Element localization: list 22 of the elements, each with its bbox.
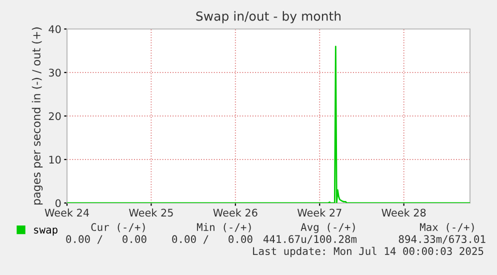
- chart-title: Swap in/out - by month: [196, 11, 341, 24]
- x-tick-label: Week 26: [213, 208, 258, 217]
- text: 0.00 / 0.00: [66, 235, 146, 244]
- text: Avg (-/+): [300, 222, 355, 234]
- y-tick-label: 10: [49, 156, 61, 164]
- y-axis-title: pages per second in (-) / out (+): [32, 27, 43, 205]
- text: 894.33m/673.01: [398, 235, 486, 244]
- legend-label: swap: [34, 228, 58, 236]
- text: 441.67u/100.28m: [263, 235, 357, 244]
- y-tick-label: 40: [48, 25, 61, 34]
- text: Max (-/+): [420, 223, 474, 232]
- text: Min (-/+): [196, 222, 251, 232]
- x-tick-label: Week 28: [382, 208, 426, 217]
- x-tick-label: Week 25: [129, 208, 173, 217]
- text: Cur (-/+): [91, 223, 145, 232]
- y-tick-label: 20: [48, 112, 61, 120]
- text: 0.00 / 0.00: [172, 235, 252, 244]
- x-tick-label: Week 24: [44, 208, 89, 217]
- y-tick-label: 30: [48, 68, 61, 77]
- text: Last update: Mon Jul 14 00:00:03 2025: [253, 246, 484, 258]
- x-tick-label: Week 27: [297, 208, 342, 217]
- y-tick-label: 0: [56, 199, 61, 208]
